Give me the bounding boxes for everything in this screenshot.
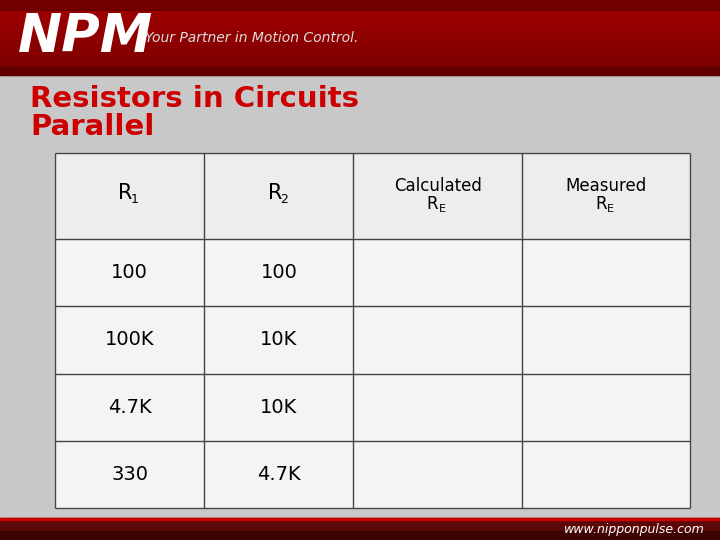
Bar (0, 19, 720, 23)
Bar (0, 518, 720, 520)
Bar (0, 64, 720, 68)
Text: 1: 1 (130, 193, 138, 206)
Bar (0, 67, 720, 75)
Text: www.nipponpulse.com: www.nipponpulse.com (564, 523, 705, 536)
Bar (0, 47, 720, 50)
Bar (0, 24, 720, 28)
Bar (0, 59, 720, 63)
Bar (0, 75, 720, 518)
Bar (55, 153, 690, 508)
Text: 100: 100 (111, 264, 148, 282)
Text: R: R (427, 195, 438, 213)
Bar (0, 50, 720, 52)
Bar (0, 37, 720, 40)
Bar (204, 153, 354, 239)
Bar (0, 27, 720, 30)
Bar (55, 153, 204, 239)
Bar (0, 39, 720, 43)
Text: E: E (608, 204, 614, 214)
Bar (0, 62, 720, 65)
Bar (0, 35, 720, 37)
Bar (0, 67, 720, 70)
Bar (0, 2, 720, 5)
Bar (0, 42, 720, 45)
Text: 2: 2 (280, 193, 288, 206)
Bar (0, 531, 720, 540)
Bar (0, 70, 720, 72)
Bar (0, 44, 720, 48)
Text: Resistors in Circuits: Resistors in Circuits (30, 85, 359, 113)
Bar (0, 4, 720, 8)
Text: 4.7K: 4.7K (257, 465, 301, 484)
Bar (0, 0, 720, 3)
Text: 10K: 10K (260, 397, 297, 417)
Bar (354, 153, 522, 239)
Bar (0, 55, 720, 57)
Text: R: R (118, 183, 132, 203)
Text: Your Partner in Motion Control.: Your Partner in Motion Control. (145, 30, 359, 44)
Bar (0, 72, 720, 75)
Bar (0, 30, 720, 32)
Text: Calculated: Calculated (394, 177, 482, 195)
Text: 100: 100 (261, 264, 297, 282)
Bar (0, 52, 720, 55)
Bar (0, 12, 720, 15)
Text: Measured: Measured (565, 177, 647, 195)
Text: 100K: 100K (105, 330, 154, 349)
Text: Parallel: Parallel (30, 113, 154, 141)
Bar (0, 57, 720, 60)
Bar (0, 75, 720, 518)
Text: 10K: 10K (260, 330, 297, 349)
Bar (0, 7, 720, 10)
Bar (0, 518, 720, 540)
Text: E: E (439, 204, 446, 214)
Text: R: R (268, 183, 282, 203)
Bar (522, 153, 690, 239)
Bar (0, 10, 720, 12)
Bar (0, 0, 720, 10)
Text: 330: 330 (111, 465, 148, 484)
Text: R: R (595, 195, 607, 213)
Bar (0, 15, 720, 17)
Bar (0, 32, 720, 35)
Text: 4.7K: 4.7K (108, 397, 151, 417)
Text: NPM: NPM (18, 11, 153, 64)
Bar (0, 22, 720, 25)
Bar (0, 17, 720, 20)
